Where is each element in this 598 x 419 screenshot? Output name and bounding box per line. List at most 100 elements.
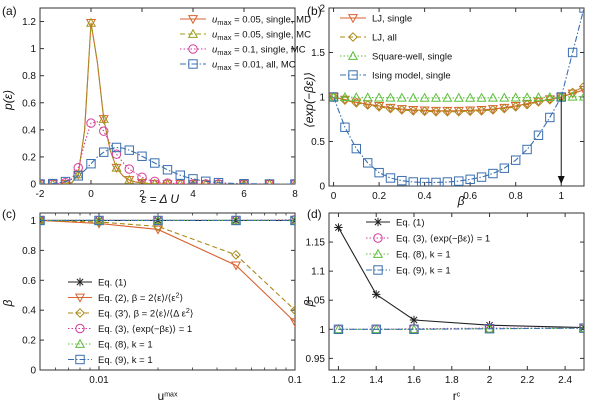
data-point: [289, 318, 295, 328]
y-tick-label: 0.6: [22, 98, 36, 109]
data-point: [544, 91, 555, 102]
data-point: [385, 173, 396, 183]
x-tick-label: 8: [292, 189, 298, 200]
data-point: [442, 92, 453, 102]
legend-entry: Eq. (9), k = 1: [396, 266, 451, 277]
y-tick-label: 1: [30, 216, 36, 227]
plot-frame: [39, 212, 296, 371]
x-tick-label: 2.4: [558, 375, 572, 386]
panel-c-plot: 0.01 0.1 0 0.2 0.4 0.6 0.8 1 umax Eq. (1) Eq. (2),…: [22, 212, 302, 403]
data-point: [579, 323, 584, 333]
data-point: [351, 143, 362, 154]
panel-d-label: (d): [307, 207, 322, 221]
x-tick-label: 1.4: [369, 375, 383, 386]
data-point: [73, 171, 83, 181]
legend-entry: Eq. (1): [396, 218, 425, 229]
data-point: [484, 324, 495, 334]
data-point: [374, 101, 384, 112]
legend-marker: [373, 265, 383, 275]
data-point: [290, 215, 295, 226]
data-point: [60, 176, 71, 184]
x-tick-label: 2: [139, 189, 145, 200]
data-point: [99, 147, 109, 157]
panel-a-xlabel: ε = Δ U: [141, 192, 179, 206]
data-point: [86, 158, 96, 169]
data-point: [385, 103, 396, 114]
x-tick-label: 0.01: [89, 375, 109, 386]
data-point: [487, 92, 498, 102]
data-point: [151, 178, 158, 184]
data-point: [111, 162, 122, 172]
data-point: [290, 305, 295, 316]
data-point: [188, 174, 198, 184]
data-point: [533, 130, 544, 140]
y-tick-label: 2: [319, 4, 325, 15]
legend-entry: umax = 0.01, all, MC: [212, 60, 296, 73]
data-point: [98, 113, 109, 123]
data-point: [362, 92, 373, 102]
data-point: [499, 92, 510, 102]
legend-marker: [74, 338, 86, 348]
x-tick-label: 1.2: [331, 375, 345, 386]
data-point: [578, 86, 584, 96]
legend-marker: [188, 44, 198, 54]
data-point: [201, 176, 211, 184]
y-tick-label: 0.4: [22, 306, 36, 317]
data-point: [124, 164, 134, 174]
data-point: [124, 174, 135, 184]
x-tick-label: 0.4: [418, 191, 432, 202]
series-layer: [333, 223, 584, 334]
data-point: [499, 163, 510, 173]
data-point: [510, 92, 521, 102]
data-point: [476, 105, 487, 116]
x-tick-label: 2.2: [520, 375, 534, 386]
data-point: [522, 99, 532, 110]
legend-entry: Eq. (3), ⟨exp(−βε)⟩ = 1: [396, 234, 490, 245]
data-point: [239, 179, 249, 184]
data-point: [333, 324, 344, 334]
data-point: [419, 92, 430, 102]
x-tick-label: 1.8: [445, 375, 459, 386]
legend-marker: [187, 28, 199, 38]
data-point: [579, 81, 584, 92]
data-point: [264, 179, 275, 184]
data-point: [522, 144, 532, 155]
y-tick-label: 0.5: [311, 137, 325, 148]
legend-entry: Eq. (2), β = 2⟨ε⟩/⟨ε2⟩: [98, 293, 183, 305]
y-tick-label: 0.2: [22, 336, 36, 347]
data-point: [150, 176, 160, 184]
data-point: [201, 179, 211, 184]
data-point: [430, 92, 442, 102]
y-tick-label: 1: [319, 93, 325, 104]
data-point: [396, 104, 407, 115]
data-point: [431, 177, 441, 186]
panel-d-ylabel: β: [302, 299, 316, 307]
y-tick-label: 1.05: [306, 296, 326, 307]
data-point: [111, 142, 122, 153]
panel-b-ylabel: ⟨exp(−βε)⟩: [302, 72, 316, 128]
data-point: [409, 324, 419, 334]
y-tick-label: 0: [319, 182, 325, 193]
legend-entry: Eq. (3), ⟨exp(−βε)⟩ = 1: [98, 324, 192, 335]
data-point: [137, 172, 147, 182]
series-line: [338, 327, 584, 330]
panel-b-label: (b): [307, 4, 322, 18]
data-point: [153, 215, 163, 226]
legend-marker: [347, 14, 359, 24]
legend-marker: [75, 308, 85, 318]
data-point: [533, 92, 544, 102]
x-tick-label: 0.2: [372, 191, 386, 202]
data-point: [85, 17, 97, 27]
series-layer: [40, 17, 295, 184]
data-point: [465, 106, 476, 117]
y-tick-label: 0.8: [22, 71, 36, 82]
data-point: [177, 178, 184, 184]
x-axis-label: rc: [453, 389, 461, 403]
data-point: [99, 126, 109, 136]
legend-marker: [373, 217, 383, 227]
legend-marker: [187, 15, 199, 25]
y-tick-label: 1: [30, 44, 36, 55]
x-axis-label: umax: [158, 389, 178, 403]
panel-a-ylabel: p(ε): [1, 90, 15, 111]
y-tick-label: 0: [30, 366, 36, 377]
